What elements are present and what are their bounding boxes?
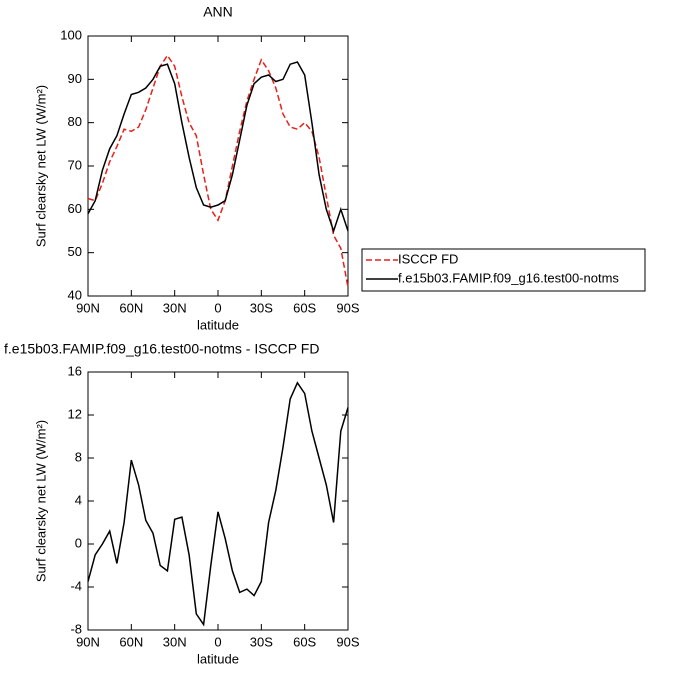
- x-tick-label: 30S: [250, 634, 273, 649]
- y-tick-label: 4: [75, 492, 82, 507]
- series-line: [87, 381, 349, 627]
- x-tick-label: 60N: [119, 634, 143, 649]
- x-tick-label: 30N: [163, 634, 187, 649]
- legend-box: [361, 248, 646, 292]
- y-tick-label: 12: [68, 406, 82, 421]
- y-tick-label: 100: [60, 27, 82, 42]
- x-tick-label: 60S: [293, 634, 316, 649]
- x-tick-label: 30N: [163, 300, 187, 315]
- y-tick-label: 60: [68, 201, 82, 216]
- y-tick-label: -8: [70, 621, 82, 636]
- x-axis-label: latitude: [197, 317, 239, 332]
- y-tick-label: 80: [68, 114, 82, 129]
- y-tick-label: 8: [75, 449, 82, 464]
- y-tick-label: 70: [68, 157, 82, 172]
- y-axis-label: Surf clearsky net LW (W/m²): [33, 85, 48, 247]
- x-tick-label: 90N: [76, 634, 100, 649]
- y-axis-label: Surf clearsky net LW (W/m²): [33, 420, 48, 582]
- series-line: [87, 54, 349, 288]
- y-tick-label: 90: [68, 71, 82, 86]
- chart-title: f.e15b03.FAMIP.f09_g16.test00-notms - IS…: [4, 341, 319, 357]
- chart-title: ANN: [203, 4, 233, 20]
- y-tick-label: 50: [68, 244, 82, 259]
- legend-label: f.e15b03.FAMIP.f09_g16.test00-notms: [398, 270, 619, 285]
- x-tick-label: 60N: [119, 300, 143, 315]
- x-tick-label: 0: [214, 300, 221, 315]
- y-tick-label: 40: [68, 287, 82, 302]
- series-line: [87, 61, 349, 234]
- x-tick-label: 90S: [336, 634, 359, 649]
- x-tick-label: 0: [214, 634, 221, 649]
- legend-label: ISCCP FD: [398, 251, 458, 266]
- x-tick-label: 60S: [293, 300, 316, 315]
- y-tick-label: 0: [75, 535, 82, 550]
- x-axis-label: latitude: [197, 651, 239, 666]
- x-tick-label: 90S: [336, 300, 359, 315]
- x-tick-label: 90N: [76, 300, 100, 315]
- x-tick-label: 30S: [250, 300, 273, 315]
- y-tick-label: 16: [68, 363, 82, 378]
- y-tick-label: -4: [70, 578, 82, 593]
- plot-frame: [87, 35, 349, 297]
